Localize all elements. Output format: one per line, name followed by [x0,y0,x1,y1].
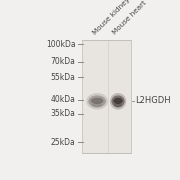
Bar [82,40,131,153]
Text: Mouse heart: Mouse heart [112,0,148,36]
Text: 70kDa: 70kDa [51,57,76,66]
Ellipse shape [88,95,106,107]
Ellipse shape [110,93,126,110]
Text: Mouse kidney: Mouse kidney [91,0,131,36]
Text: 35kDa: 35kDa [51,109,76,118]
Ellipse shape [111,95,125,107]
Ellipse shape [86,93,108,110]
Ellipse shape [114,103,122,108]
Ellipse shape [91,98,104,104]
Ellipse shape [113,98,123,104]
Text: 25kDa: 25kDa [51,138,76,147]
Text: 100kDa: 100kDa [46,40,76,49]
Text: 55kDa: 55kDa [51,73,76,82]
Text: 40kDa: 40kDa [51,95,76,104]
Ellipse shape [92,103,103,108]
Text: L2HGDH: L2HGDH [135,96,170,105]
